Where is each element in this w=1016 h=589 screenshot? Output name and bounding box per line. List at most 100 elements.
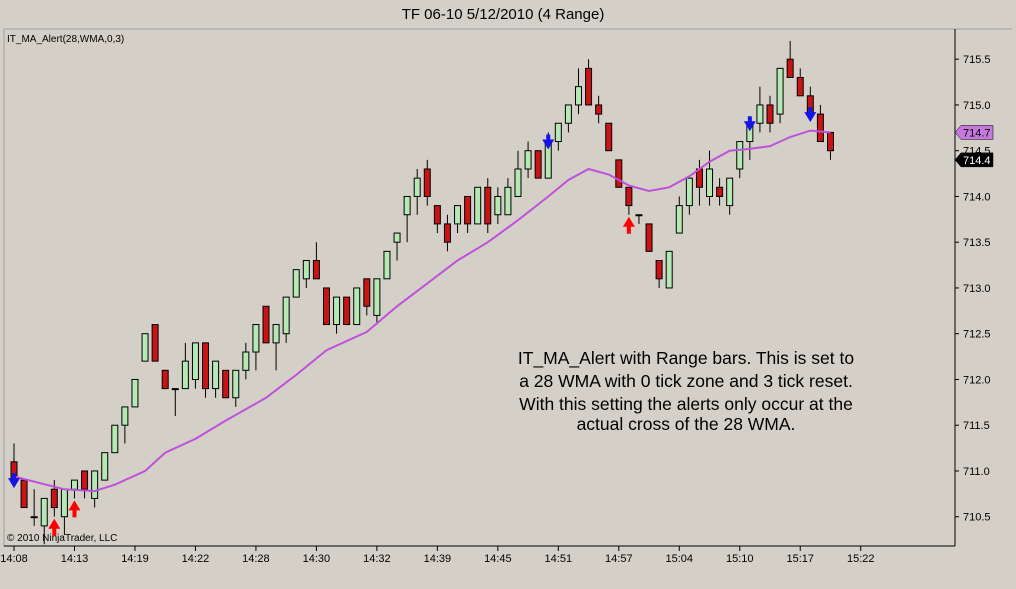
x-tick-label: 14:32 bbox=[363, 553, 391, 565]
candle bbox=[776, 67, 784, 124]
x-tick-label: 14:30 bbox=[303, 553, 331, 565]
price-tag-shape bbox=[954, 125, 994, 140]
x-tick-label: 14:57 bbox=[605, 553, 633, 565]
x-axis: 14:08 14:13 14:19 14:22 14:28 14:30 14:32 14:39… bbox=[0, 546, 874, 565]
y-tick-label: 710.5 bbox=[963, 512, 991, 524]
candle bbox=[766, 95, 774, 133]
candle bbox=[685, 177, 693, 215]
x-tick-label: 14:28 bbox=[242, 553, 270, 565]
candle bbox=[202, 342, 210, 398]
copyright-text: © 2010 NinjaTrader, LLC bbox=[7, 533, 117, 544]
candle bbox=[151, 324, 159, 362]
y-tick-label: 712.0 bbox=[963, 374, 991, 386]
candle-body bbox=[413, 177, 421, 197]
candle-body bbox=[534, 150, 542, 179]
alert-down-arrow bbox=[542, 134, 555, 150]
wma-series bbox=[13, 129, 831, 493]
annotation-text-block: IT_MA_Alert with Range bars. This is set… bbox=[518, 348, 854, 434]
candle bbox=[191, 342, 199, 389]
y-tick-label: 715.0 bbox=[963, 100, 991, 112]
candle bbox=[665, 250, 673, 289]
alert-up-arrow bbox=[68, 500, 81, 518]
candle-body bbox=[81, 470, 89, 490]
y-tick-label: 714.0 bbox=[963, 191, 991, 203]
candle-body bbox=[191, 342, 199, 380]
candle bbox=[161, 369, 169, 390]
candle-body bbox=[635, 214, 643, 217]
candle-body bbox=[292, 269, 300, 298]
candle bbox=[171, 388, 179, 417]
candle-body bbox=[70, 479, 78, 490]
candle bbox=[333, 296, 341, 334]
price-tag: 714.4 bbox=[954, 152, 994, 168]
candle-body bbox=[252, 324, 260, 353]
alert-down-arrow bbox=[743, 116, 756, 132]
candle-body bbox=[40, 497, 48, 527]
candle bbox=[635, 214, 643, 224]
candle-body bbox=[91, 470, 99, 499]
candle-body bbox=[333, 296, 341, 326]
candle-body bbox=[363, 278, 371, 307]
candle-body bbox=[454, 205, 462, 225]
candle-body bbox=[383, 250, 391, 280]
price-tag-shape bbox=[954, 152, 994, 168]
annotation-line: With this setting the alerts only occur … bbox=[519, 394, 853, 414]
x-tick-label: 14:45 bbox=[484, 553, 512, 565]
candle-body bbox=[595, 104, 603, 115]
candle bbox=[121, 406, 129, 444]
candle-body bbox=[393, 232, 401, 243]
candle-body bbox=[726, 177, 734, 207]
candle bbox=[302, 260, 310, 288]
candle-body bbox=[756, 104, 764, 124]
candle bbox=[655, 260, 663, 288]
candle-body bbox=[645, 223, 653, 252]
candle bbox=[373, 278, 381, 325]
candle bbox=[595, 95, 603, 124]
candle-body bbox=[685, 177, 693, 207]
candle bbox=[282, 296, 290, 343]
candle bbox=[423, 159, 431, 206]
candle bbox=[736, 141, 744, 179]
candle bbox=[554, 122, 562, 151]
candle bbox=[222, 369, 230, 399]
annotation-line: actual cross of the 28 WMA. bbox=[577, 414, 796, 434]
candle-body bbox=[171, 388, 179, 391]
candle-body bbox=[474, 186, 482, 225]
candle-body bbox=[443, 223, 451, 243]
x-tick-label: 15:17 bbox=[786, 553, 814, 565]
candle bbox=[474, 186, 482, 225]
candle-body bbox=[202, 342, 210, 390]
candle bbox=[443, 214, 451, 252]
candle bbox=[524, 141, 532, 179]
candlestick-series bbox=[10, 40, 834, 545]
x-tick-label: 15:04 bbox=[666, 553, 694, 565]
candle-body bbox=[141, 333, 149, 362]
candle-body bbox=[494, 195, 502, 216]
candle-body bbox=[433, 205, 441, 225]
x-tick-label: 14:13 bbox=[61, 553, 89, 565]
alert-down-arrow bbox=[804, 107, 817, 123]
candle-body bbox=[776, 67, 784, 115]
candle-body bbox=[564, 104, 572, 124]
candle bbox=[141, 333, 149, 362]
candle bbox=[403, 195, 411, 243]
x-tick-label: 15:10 bbox=[726, 553, 754, 565]
candle bbox=[464, 195, 472, 234]
annotation-line: a 28 WMA with 0 tick zone and 3 tick res… bbox=[519, 371, 853, 391]
annotation-line: IT_MA_Alert with Range bars. This is set… bbox=[518, 348, 854, 369]
price-tag-label: 714.4 bbox=[963, 155, 991, 167]
candle-body bbox=[514, 168, 522, 197]
candle bbox=[322, 287, 330, 326]
y-tick-label: 713.0 bbox=[963, 283, 991, 295]
candle bbox=[252, 324, 260, 371]
candle bbox=[564, 104, 572, 133]
x-tick-label: 15:22 bbox=[847, 553, 875, 565]
alert-arrows bbox=[8, 107, 817, 536]
candle-body bbox=[826, 131, 834, 152]
candle bbox=[454, 205, 462, 234]
candle-body bbox=[574, 86, 582, 106]
candle bbox=[363, 278, 371, 316]
candle bbox=[20, 479, 28, 509]
